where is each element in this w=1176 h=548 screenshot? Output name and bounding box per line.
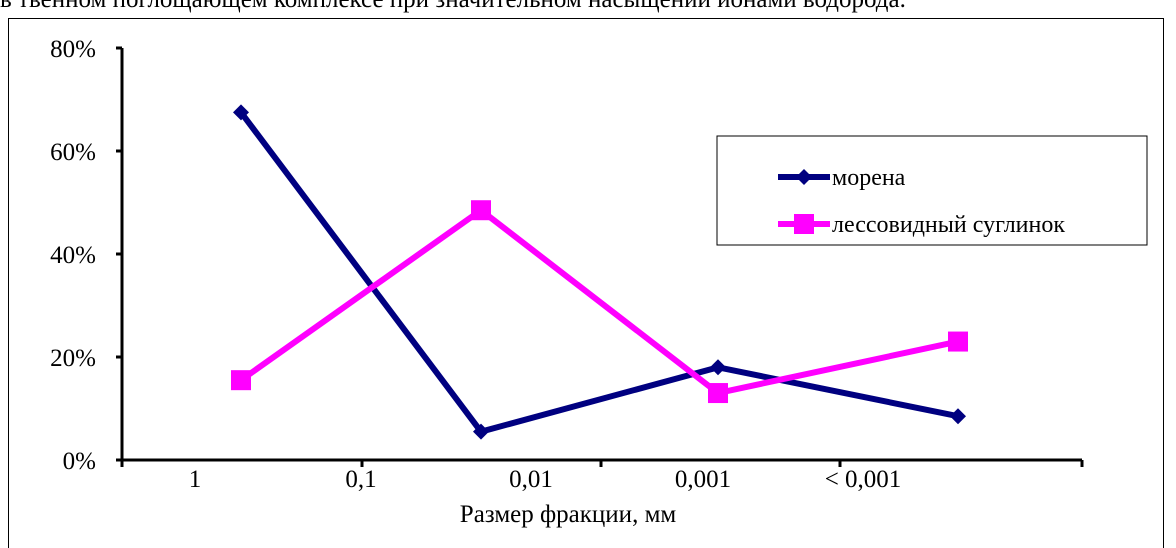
chart-frame: [8, 18, 1164, 548]
data-point-square: [231, 370, 251, 391]
x-tick-label: 0,1: [345, 466, 376, 493]
y-tick-label: 80%: [50, 36, 96, 63]
legend-label: морена: [832, 165, 906, 191]
data-point-diamond: [950, 408, 966, 425]
series-line-1: [238, 110, 959, 436]
x-tick-label: 1: [189, 466, 202, 493]
x-tick-label: < 0,001: [825, 466, 902, 493]
y-tick-label: 60%: [50, 139, 96, 166]
chart-series: [231, 104, 968, 440]
data-point-diamond: [233, 104, 249, 121]
data-point-square: [471, 200, 491, 221]
y-tick-label: 0%: [63, 448, 96, 475]
x-tick-label: 0,01: [509, 466, 553, 493]
legend-marker-square: [794, 214, 814, 234]
x-tick-label: 0,001: [675, 466, 731, 493]
y-tick-label: 40%: [50, 242, 96, 269]
data-point-square: [708, 383, 728, 404]
chart-legend: морена лессовидный суглинок: [716, 135, 1148, 246]
x-axis-title: Размер фракции, мм: [460, 501, 677, 528]
legend-marker-diamond: [796, 169, 812, 185]
series-line-2: [239, 206, 959, 397]
data-point-square: [948, 331, 968, 352]
data-point-diamond: [473, 423, 489, 440]
y-tick-label: 20%: [50, 345, 96, 372]
data-point-diamond: [710, 359, 726, 376]
page-text-fragment: в твенном поглощающем комплексе при знач…: [0, 0, 1176, 14]
chart-axes: 0% 20% 40% 60% 80% 1 0,1 0,01 0,001 < 0,001: [50, 36, 1084, 493]
legend-label: лессовидный суглинок: [832, 212, 1065, 238]
